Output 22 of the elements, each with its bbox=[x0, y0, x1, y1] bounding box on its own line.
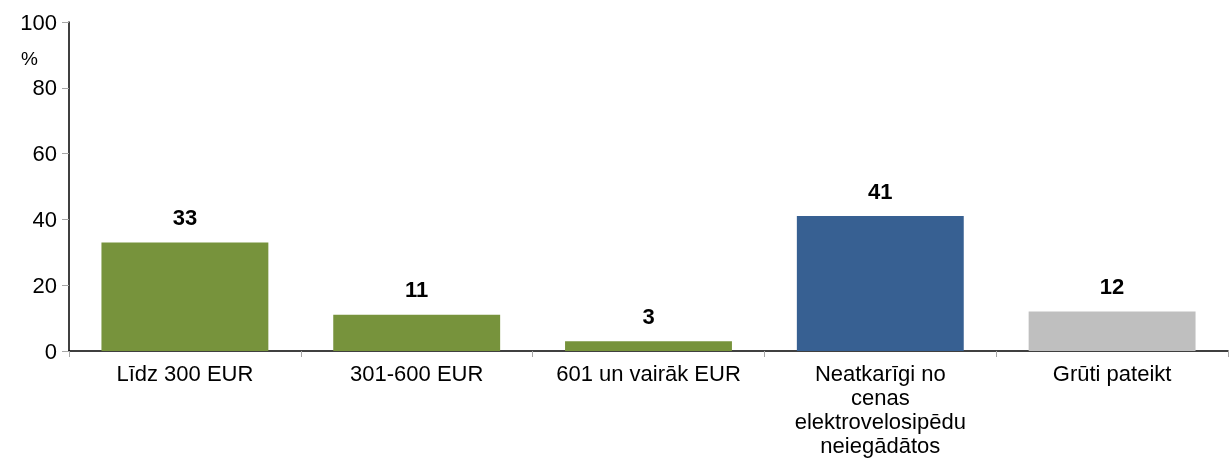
bar bbox=[101, 242, 269, 351]
y-tick-label: 40 bbox=[32, 206, 57, 232]
x-tick-label: Neatkarīgi no cenas elektrovelosipēdu neiegādātos bbox=[794, 360, 966, 458]
x-tick-label: Līdz 300 EUR bbox=[116, 360, 254, 386]
bar bbox=[565, 341, 732, 351]
bar bbox=[796, 216, 964, 351]
y-tick-label: 0 bbox=[44, 338, 57, 364]
x-tick-label: 601 un vairāk EUR bbox=[556, 360, 741, 386]
y-tick-label: 60 bbox=[32, 141, 57, 167]
y-axis-title: % bbox=[21, 48, 38, 69]
x-tick-label: Grūti pateikt bbox=[1052, 360, 1172, 386]
y-tick-label: 80 bbox=[32, 75, 57, 101]
data-label: 3 bbox=[642, 303, 655, 329]
x-tick-label: 301-600 EUR bbox=[350, 360, 484, 386]
bar bbox=[333, 314, 501, 351]
y-tick-label: 100 bbox=[20, 9, 57, 35]
y-tick-label: 20 bbox=[32, 272, 57, 298]
data-label: 41 bbox=[868, 178, 893, 204]
data-label: 33 bbox=[172, 204, 198, 230]
bar bbox=[1028, 311, 1196, 351]
data-label: 12 bbox=[1099, 274, 1125, 300]
data-label: 11 bbox=[405, 277, 429, 303]
